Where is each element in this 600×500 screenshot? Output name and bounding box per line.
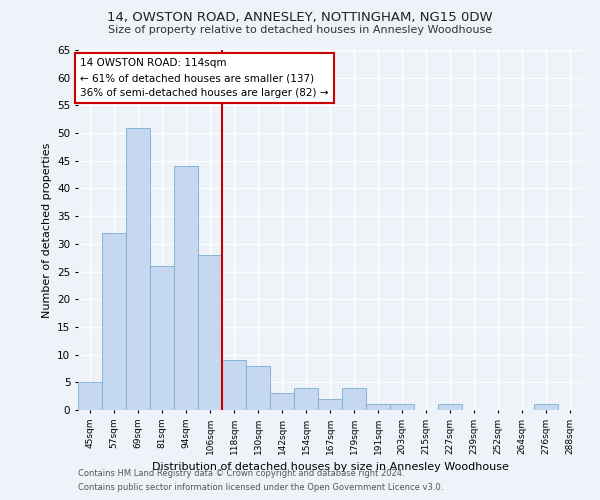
Bar [534,404,558,410]
Bar [366,404,390,410]
Bar [126,128,150,410]
Bar [270,394,294,410]
Text: Contains HM Land Registry data © Crown copyright and database right 2024.: Contains HM Land Registry data © Crown c… [78,468,404,477]
Bar [294,388,318,410]
Bar [78,382,102,410]
Text: Size of property relative to detached houses in Annesley Woodhouse: Size of property relative to detached ho… [108,25,492,35]
Text: 14, OWSTON ROAD, ANNESLEY, NOTTINGHAM, NG15 0DW: 14, OWSTON ROAD, ANNESLEY, NOTTINGHAM, N… [107,11,493,24]
Bar [390,404,414,410]
Bar [198,255,222,410]
Bar [342,388,366,410]
Bar [174,166,198,410]
Text: Contains public sector information licensed under the Open Government Licence v3: Contains public sector information licen… [78,484,443,492]
Bar [102,233,126,410]
Y-axis label: Number of detached properties: Number of detached properties [41,142,52,318]
Bar [318,399,342,410]
Bar [150,266,174,410]
Bar [246,366,270,410]
Bar [438,404,462,410]
Bar [222,360,246,410]
Text: 14 OWSTON ROAD: 114sqm
← 61% of detached houses are smaller (137)
36% of semi-de: 14 OWSTON ROAD: 114sqm ← 61% of detached… [80,58,329,98]
X-axis label: Distribution of detached houses by size in Annesley Woodhouse: Distribution of detached houses by size … [152,462,508,472]
